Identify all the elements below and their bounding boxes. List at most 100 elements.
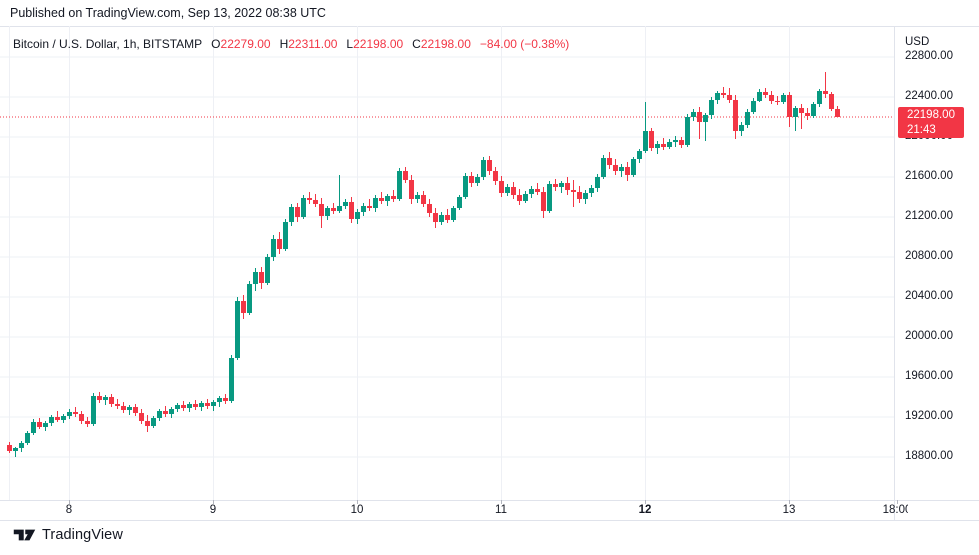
candle-body [481, 160, 486, 177]
candle-body [505, 187, 510, 193]
time-axis-label: 10 [350, 504, 364, 516]
candle-body [679, 140, 684, 145]
time-axis-label: 11 [495, 504, 507, 516]
candle-body [817, 91, 822, 104]
candle-body [169, 409, 174, 414]
candle-body [187, 404, 192, 408]
candle-body [649, 131, 654, 148]
tradingview-logo [13, 529, 36, 541]
time-axis-label: 18:00 [882, 504, 908, 516]
candle-body [211, 402, 216, 406]
ohlc-low: L22198.00 [346, 37, 404, 51]
candle-body [535, 189, 540, 192]
candle-body [763, 92, 768, 95]
candle-body [793, 108, 798, 117]
candle-body [85, 421, 90, 424]
candle-body [97, 396, 102, 400]
candle-body [577, 192, 582, 199]
candle-body [253, 272, 258, 284]
candle-body [223, 398, 228, 401]
candle-body [175, 405, 180, 409]
candle-body [139, 413, 144, 421]
candle-body [787, 95, 792, 117]
time-axis-tick [501, 500, 502, 504]
candle-body [709, 100, 714, 115]
candle-body [691, 112, 696, 117]
candle-body [643, 131, 648, 151]
candle-body [193, 404, 198, 407]
candle-body [397, 171, 402, 199]
candle-body [337, 206, 342, 211]
brand-name: TradingView [42, 527, 123, 543]
time-axis-tick [897, 500, 898, 504]
candle-body [517, 195, 522, 201]
price-axis-label: 21600.00 [905, 170, 953, 182]
candle-body [541, 192, 546, 211]
candle-body [49, 417, 54, 423]
candle-body [637, 151, 642, 159]
candle-body [145, 421, 150, 426]
candle-body [127, 407, 132, 410]
candle-body [715, 93, 720, 100]
candle-body [103, 397, 108, 400]
candle-body [661, 144, 666, 147]
candle-body [613, 165, 618, 171]
time-axis-tick [357, 500, 358, 504]
time-axis-label: 8 [65, 504, 73, 516]
candle-body [427, 204, 432, 213]
price-axis-label: 20400.00 [905, 290, 953, 302]
last-price-value: 22198.00 [907, 109, 955, 121]
candle-body [433, 213, 438, 222]
candle-body [373, 198, 378, 208]
time-axis-tick [789, 500, 790, 504]
candle-body [43, 423, 48, 427]
candle-body [559, 183, 564, 187]
candle-body [73, 412, 78, 414]
candle-body [205, 403, 210, 406]
candle-body [283, 222, 288, 249]
candle-body [823, 91, 828, 94]
candle-body [25, 433, 30, 443]
candle-body [685, 117, 690, 145]
candle-body [379, 198, 384, 201]
time-axis-tick [69, 500, 70, 504]
ohlc-change: −84.00 (−0.38%) [479, 37, 570, 51]
candle-body [133, 407, 138, 413]
bottom-border [0, 520, 979, 521]
candle-body [31, 422, 36, 433]
time-axis-label: 13 [782, 504, 796, 516]
candle-body [13, 448, 18, 451]
candle-body [703, 115, 708, 122]
candle-body [109, 397, 114, 404]
publish-info: Published on TradingView.com, Sep 13, 20… [10, 6, 326, 20]
price-axis-divider [894, 26, 895, 520]
candle-body [229, 358, 234, 401]
candle-body [451, 208, 456, 220]
candle-body [61, 416, 66, 420]
price-axis-label: 22400.00 [905, 90, 953, 102]
candle-body [343, 202, 348, 206]
candle-body [409, 180, 414, 199]
candle-body [805, 113, 810, 116]
candle-body [625, 167, 630, 175]
candle-body [277, 239, 282, 249]
candle-body [121, 406, 126, 410]
candle-body [307, 198, 312, 200]
candle-body [331, 208, 336, 211]
candle-body [313, 200, 318, 204]
candle-body [301, 198, 306, 217]
candle-body [655, 144, 660, 148]
time-axis-label: 12 [638, 504, 652, 516]
candle-body [673, 140, 678, 142]
candle-body [367, 206, 372, 208]
candle-body [295, 207, 300, 217]
candle-body [553, 184, 558, 187]
candle-body [721, 93, 726, 95]
candle-body [589, 188, 594, 193]
candle-body [157, 411, 162, 418]
candle-body [523, 194, 528, 201]
candle-body [403, 171, 408, 180]
tradingview-branding[interactable]: TradingView [13, 527, 123, 543]
candle-body [265, 257, 270, 283]
